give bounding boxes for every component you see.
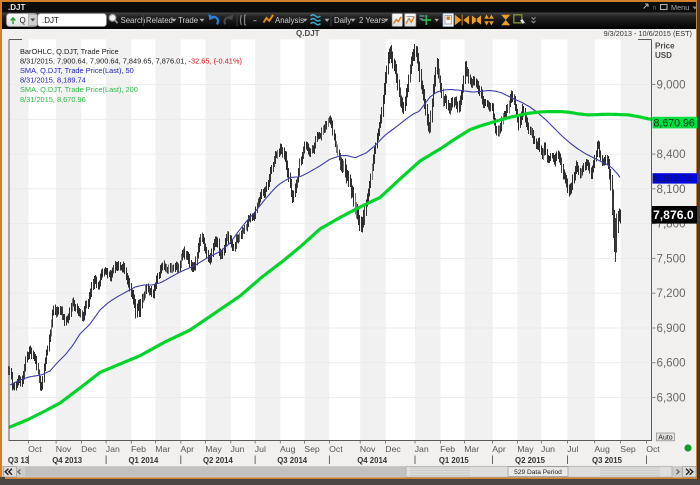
svg-text:8,400: 8,400 [657,148,686,161]
svg-text:Sep: Sep [304,444,320,454]
svg-text:Q4 2013: Q4 2013 [52,456,83,465]
svg-text:Jan: Jan [415,444,429,454]
svg-text:Q3 13: Q3 13 [8,456,30,465]
svg-text:Dec: Dec [385,444,401,454]
svg-text:Oct: Oct [28,444,42,454]
svg-text:Q2 2015: Q2 2015 [515,456,546,465]
svg-text:9,000: 9,000 [657,79,686,92]
svg-text:Q1 2015: Q1 2015 [439,456,470,465]
svg-text:Related: Related [146,16,173,25]
svg-text:May: May [517,444,534,454]
svg-text:Mar: Mar [464,444,479,454]
svg-text:Q4 2014: Q4 2014 [357,456,388,465]
svg-text:Feb: Feb [131,444,146,454]
svg-text:2 Years: 2 Years [359,16,385,25]
svg-text:SMA, Q.DJT, Trade Price(Last),: SMA, Q.DJT, Trade Price(Last), 200 [20,85,138,94]
svg-text:Dec: Dec [81,444,97,454]
svg-text:Q3 2014: Q3 2014 [277,456,308,465]
svg-text:Jun: Jun [231,444,245,454]
svg-text:Q.DJT: Q.DJT [296,29,320,38]
svg-text:Q1 2014: Q1 2014 [128,456,159,465]
svg-text:Oct: Oct [646,444,660,454]
svg-text:BarOHLC, Q.DJT, Trade Price: BarOHLC, Q.DJT, Trade Price [20,47,119,56]
svg-text:Nov: Nov [360,444,376,454]
svg-text:Price: Price [655,42,675,51]
svg-text:Daily: Daily [334,16,351,25]
svg-text:Aug: Aug [280,444,296,454]
svg-text:Apr: Apr [181,444,195,454]
svg-text:Mar: Mar [155,444,170,454]
svg-text:Apr: Apr [492,444,506,454]
svg-text:9/3/2013 - 10/6/2015 (EST): 9/3/2013 - 10/6/2015 (EST) [604,29,692,38]
svg-text:Aug: Aug [594,444,610,454]
svg-text:529 Data Period: 529 Data Period [514,469,562,476]
svg-text:8,670.96: 8,670.96 [654,117,695,129]
svg-text:Jul: Jul [255,444,266,454]
svg-text:SMA, Q.DJT, Trade Price(Last),: SMA, Q.DJT, Trade Price(Last), 50 [20,66,134,75]
svg-text:6,600: 6,600 [657,357,686,370]
svg-text:7,200: 7,200 [657,287,686,300]
svg-text:n: n [653,6,656,12]
svg-text:USD: USD [655,51,672,60]
svg-text:.DJT: .DJT [42,16,59,25]
svg-text:Q3 2015: Q3 2015 [592,456,623,465]
svg-text:Trade: Trade [178,16,198,25]
svg-text:8/31/2015, 7,900.64, 7,900.64,: 8/31/2015, 7,900.64, 7,900.64, 7,849.65,… [20,56,242,65]
svg-text:Nov: Nov [56,444,72,454]
svg-text:May: May [205,444,222,454]
svg-text:8/31/2015, 8,189.74: 8/31/2015, 8,189.74 [20,76,86,85]
svg-text:Oct: Oct [329,444,343,454]
svg-text:8/31/2015, 8,670.96: 8/31/2015, 8,670.96 [20,95,86,104]
svg-text:Menu: Menu [671,3,689,12]
svg-text:Sep: Sep [620,444,636,454]
svg-text:Q: Q [20,16,26,25]
svg-text:.DJT: .DJT [8,3,25,12]
svg-text:Jul: Jul [567,444,578,454]
svg-text:Analysis: Analysis [275,16,304,25]
svg-text:8,100: 8,100 [657,183,686,196]
svg-text:6,300: 6,300 [657,392,686,405]
svg-text:8,189.74: 8,189.74 [654,174,693,185]
svg-text:Jun: Jun [541,444,555,454]
svg-text:7,876.0: 7,876.0 [653,208,694,222]
svg-text:Auto: Auto [658,435,673,442]
svg-text:Feb: Feb [440,444,455,454]
svg-text:6,900: 6,900 [657,322,686,335]
svg-text:Search: Search [121,16,146,25]
svg-text:Q2 2014: Q2 2014 [203,456,234,465]
svg-text:7,500: 7,500 [657,252,686,265]
svg-text:Jan: Jan [106,444,120,454]
